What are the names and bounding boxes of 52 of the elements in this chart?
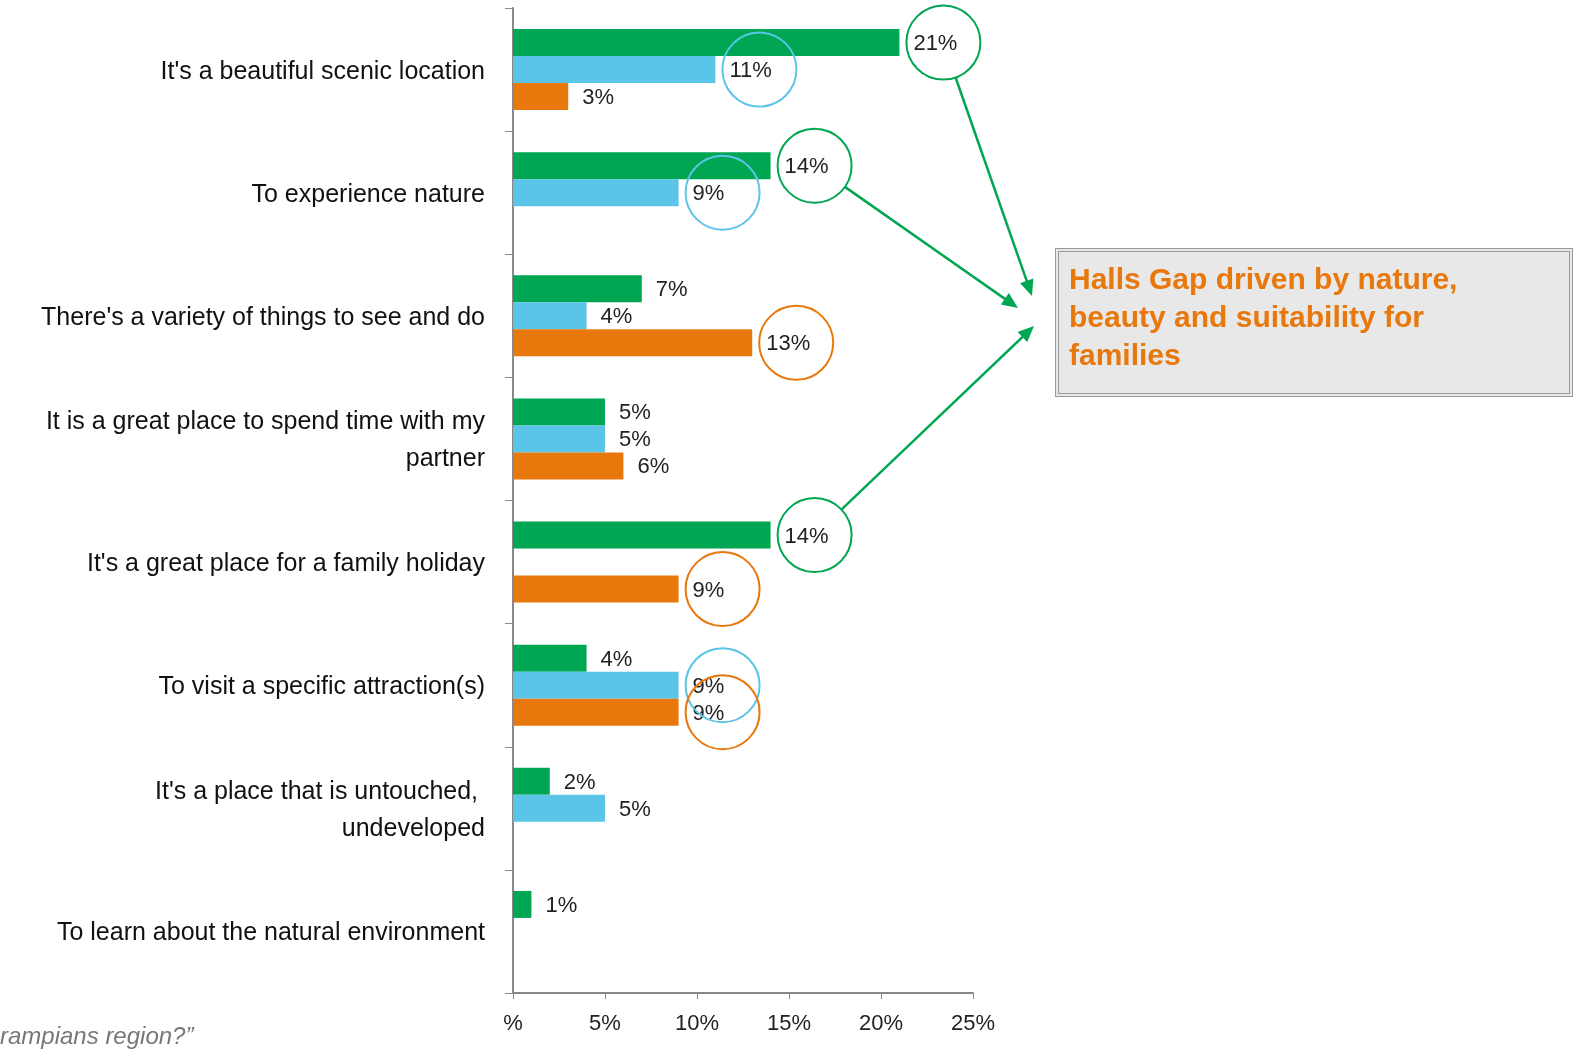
data-label: 6% — [637, 453, 670, 479]
y-tick-label: It's a place that is untouched, undeveloped — [155, 775, 485, 841]
data-label: 21% — [913, 30, 958, 56]
bar — [513, 767, 550, 795]
y-tick-label: To learn about the natural environment — [56, 917, 486, 946]
x-tick-label: % — [503, 1009, 523, 1035]
data-label: 2% — [563, 768, 596, 794]
data-label: 5% — [619, 399, 651, 425]
data-label: 5% — [619, 426, 651, 452]
bar — [513, 644, 587, 672]
bar — [513, 398, 605, 426]
data-label: 7% — [655, 276, 688, 302]
bar — [513, 179, 679, 207]
y-tick-label: To visit a specific attraction(s) — [158, 671, 485, 700]
bar — [513, 302, 587, 330]
text: rampians region?” — [0, 1022, 194, 1050]
bar — [513, 794, 605, 822]
data-label: 14% — [784, 522, 829, 548]
bar — [513, 83, 569, 111]
bar — [513, 329, 753, 357]
bar — [513, 152, 771, 180]
data-label: 9% — [692, 180, 725, 206]
data-label: 5% — [619, 795, 651, 821]
data-label: 1% — [545, 891, 578, 917]
x-tick-label: 25% — [950, 1009, 996, 1035]
bar — [513, 452, 624, 480]
y-tick-label: It is a great place to spend time with my partner — [45, 406, 486, 472]
y-tick-label: It's a beautiful scenic location — [160, 55, 485, 84]
bar — [513, 671, 679, 699]
data-label: 3% — [582, 84, 614, 110]
bar — [513, 890, 532, 918]
text: Halls Gap driven by nature, beauty and suitability for families — [1055, 248, 1573, 397]
y-tick-label: There's a variety of things to see and do — [41, 301, 485, 330]
y-tick-label: It's a great place for a family holiday — [86, 548, 486, 577]
x-tick-label: 15% — [766, 1009, 812, 1035]
data-label: 11% — [729, 57, 772, 83]
bar — [513, 575, 679, 603]
bar — [513, 425, 605, 453]
y-tick-label: To experience nature — [251, 178, 485, 207]
data-label: 9% — [692, 576, 725, 602]
bar — [513, 521, 771, 549]
data-label: 4% — [600, 303, 633, 329]
bar — [513, 29, 900, 57]
data-label: 14% — [784, 153, 829, 179]
x-tick-label: 20% — [858, 1009, 904, 1035]
bar — [513, 275, 642, 303]
data-label: 13% — [766, 330, 811, 356]
bar — [513, 56, 716, 84]
bar — [513, 698, 679, 726]
data-label: 4% — [600, 645, 633, 671]
x-tick-label: 10% — [674, 1009, 720, 1035]
x-tick-label: 5% — [589, 1009, 621, 1035]
